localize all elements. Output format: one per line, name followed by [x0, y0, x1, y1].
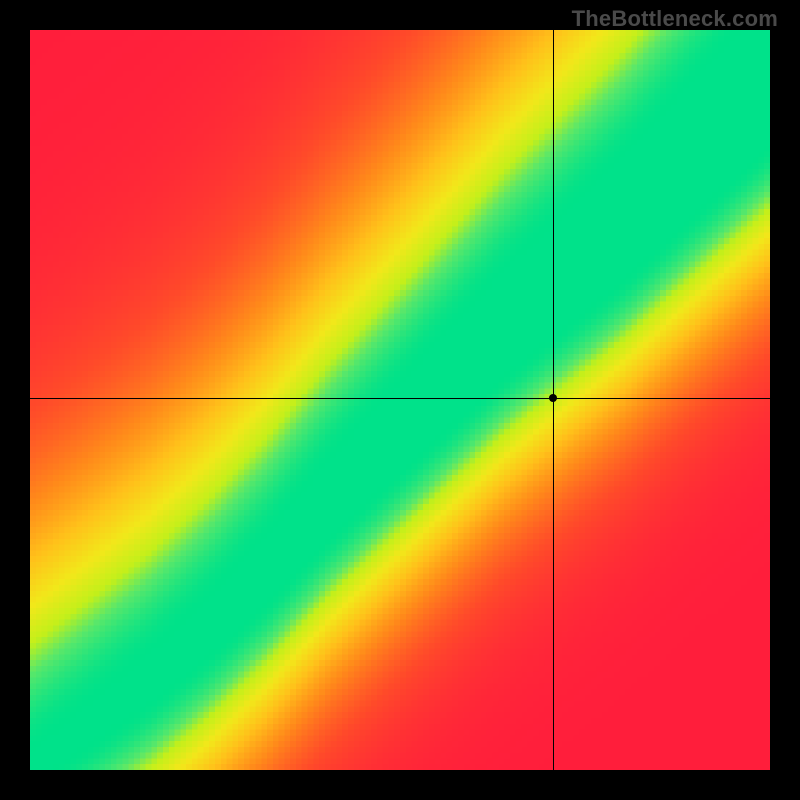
crosshair-horizontal	[30, 398, 770, 399]
chart-frame: TheBottleneck.com	[0, 0, 800, 800]
plot-area	[30, 30, 770, 770]
watermark-text: TheBottleneck.com	[572, 6, 778, 32]
bottleneck-heatmap	[30, 30, 770, 770]
crosshair-marker	[549, 394, 557, 402]
